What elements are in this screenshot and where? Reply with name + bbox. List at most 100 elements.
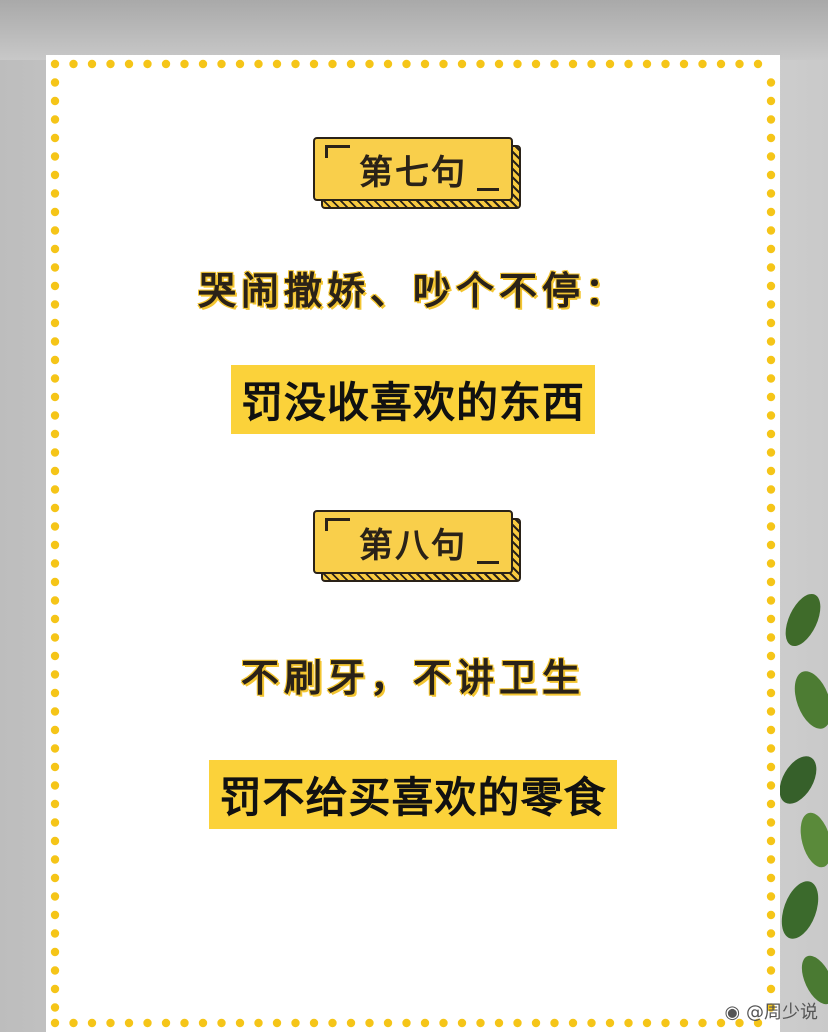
border-dot [766,337,776,346]
question-text-7: 哭闹撒娇、吵个不停： [197,269,628,313]
border-dot [50,707,60,716]
border-dot [766,818,776,827]
border-dot [217,59,226,69]
border-dot [766,503,776,513]
badge-text: 第七句 [359,152,467,193]
border-dot [457,1018,467,1028]
border-dot [50,929,60,938]
border-dot [766,374,776,383]
border-dot [87,1018,97,1028]
border-dot [309,59,319,69]
border-dot [50,651,60,661]
border-dot [698,59,707,69]
border-dot [50,300,60,309]
border-dot [766,892,776,901]
border-dot [272,1018,282,1028]
border-dot [624,1018,633,1028]
border-dot [346,1018,356,1028]
border-dot [50,133,60,143]
wall-background [0,0,828,60]
border-dot [661,59,670,69]
answer-highlight-7: 罚没收喜欢的东西 [230,365,595,434]
border-dot [766,244,776,254]
border-dot [531,1018,541,1028]
border-dot [766,688,776,698]
border-dot [50,559,60,568]
border-dot [50,189,60,198]
border-dot [420,59,430,69]
border-dot [766,984,776,994]
border-dot [766,281,776,291]
border-dot [642,59,652,69]
border-dot [766,133,776,143]
border-dot [50,392,60,402]
border-dot [766,115,776,124]
border-dot [143,59,152,69]
border-dot [766,966,776,975]
border-dot [735,59,744,69]
answer-row-8: 罚不给买喜欢的零食 [46,760,780,829]
border-dot [766,96,776,106]
border-dot [402,1018,411,1028]
border-dot [457,59,467,69]
border-dot [642,1018,652,1028]
border-dot [309,1018,319,1028]
border-dot [161,1018,171,1028]
border-dot [383,1018,393,1028]
border-dot [50,244,60,254]
border-dot [716,59,726,69]
border-dot [291,1018,300,1028]
border-dot [605,59,615,69]
border-dot [69,1018,78,1028]
border-dot [661,1018,670,1028]
border-dot [766,873,776,883]
border-dot [550,59,559,69]
border-dot [568,59,578,69]
border-dot [766,910,776,920]
border-dot [766,189,776,198]
content-card: 第七句 哭闹撒娇、吵个不停： 罚没收喜欢的东西 第八句 不刷牙，不讲卫生 罚不给… [46,55,780,1032]
border-dot [87,59,97,69]
border-dot [365,59,374,69]
border-dot [50,873,60,883]
border-dot [235,1018,245,1028]
border-dot [50,688,60,698]
border-dot [476,59,485,69]
border-dot [587,1018,596,1028]
border-dot [50,892,60,901]
border-dot [50,540,60,550]
border-dot [291,59,300,69]
border-dot [328,59,337,69]
badge-corner-decoration [325,518,350,531]
border-dot [69,59,78,69]
border-dot [50,207,60,217]
badge-text: 第八句 [359,525,467,566]
border-dot [50,614,60,624]
border-dot [766,392,776,402]
border-dot [50,1018,60,1028]
border-dot [50,984,60,994]
border-dot [766,411,776,420]
border-dot [50,818,60,827]
weibo-icon: ◉ [724,1002,741,1023]
plant-leaves-decoration [779,593,828,1005]
border-dot [402,59,411,69]
border-dot [494,59,504,69]
border-dot [180,1018,189,1028]
border-dot [679,1018,689,1028]
border-dot [766,207,776,217]
border-dot [766,522,776,531]
border-dot [50,670,60,679]
border-dot [550,1018,559,1028]
border-dot [50,725,60,735]
border-dot [50,466,60,476]
badge-corner-decoration [325,145,350,158]
border-dot [766,947,776,957]
border-dot [346,59,356,69]
border-dot [766,799,776,809]
border-dot [50,263,60,272]
border-dot [50,152,60,161]
border-dot [50,96,60,106]
section-badge-7: 第七句 [313,137,521,209]
border-dot [198,1018,208,1028]
